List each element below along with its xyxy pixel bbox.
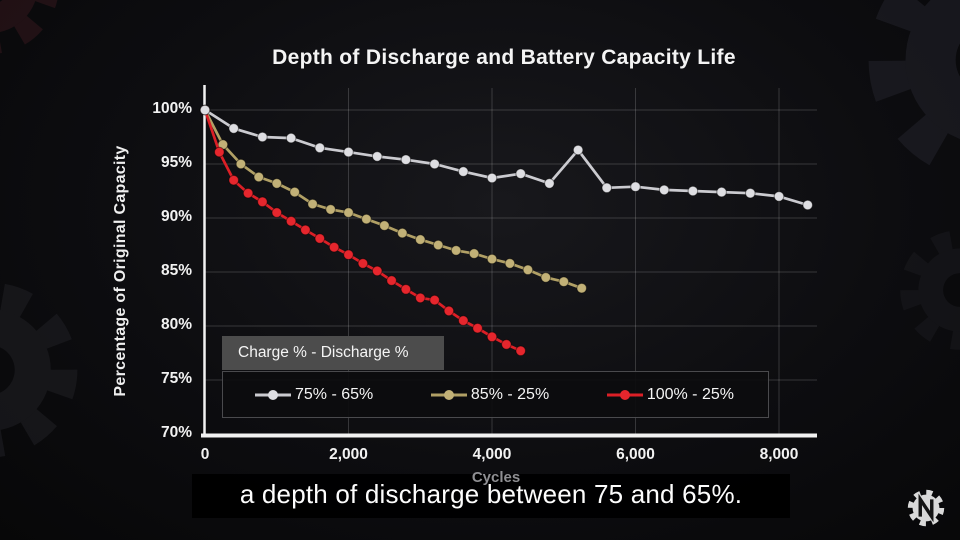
data-point-marker	[397, 227, 408, 239]
data-point-marker	[458, 166, 469, 177]
y-tick-label: 90%	[160, 208, 192, 225]
data-point-marker	[558, 276, 570, 288]
y-tick-label: 70%	[160, 424, 192, 441]
data-point-marker	[289, 186, 301, 198]
data-point-marker	[371, 151, 383, 162]
y-tick-label: 100%	[152, 100, 192, 117]
data-point-marker	[515, 168, 527, 179]
y-tick-label: 85%	[160, 262, 192, 279]
data-point-marker	[371, 265, 383, 277]
data-point-marker	[415, 292, 426, 304]
data-point-marker	[443, 305, 455, 317]
data-point-marker	[242, 187, 254, 199]
data-point-marker	[343, 146, 354, 158]
data-point-marker	[501, 339, 512, 350]
data-point-marker	[199, 104, 211, 116]
data-point-marker	[515, 345, 527, 357]
data-point-marker	[235, 158, 247, 170]
data-point-marker	[504, 258, 516, 269]
data-point-marker	[386, 275, 397, 286]
data-point-marker	[314, 233, 326, 244]
data-point-marker	[325, 204, 336, 215]
data-point-marker	[379, 220, 390, 231]
data-point-marker	[522, 264, 534, 276]
data-point-marker	[486, 172, 498, 184]
data-point-marker	[802, 199, 814, 211]
data-point-marker	[472, 322, 483, 334]
data-point-marker	[429, 294, 440, 306]
x-tick-label: 4,000	[472, 446, 512, 463]
data-point-marker	[601, 182, 613, 194]
data-point-marker	[257, 196, 268, 208]
data-point-marker	[361, 213, 372, 225]
legend-item: 100% - 25%	[605, 386, 734, 404]
data-point-marker	[300, 224, 311, 236]
data-point-marker	[468, 248, 480, 259]
data-point-marker	[343, 249, 354, 260]
x-tick-label: 8,000	[759, 446, 799, 463]
data-point-marker	[307, 198, 318, 210]
data-point-marker	[415, 234, 426, 245]
gear-bolt-logo-icon	[907, 489, 945, 527]
data-point-marker	[572, 144, 584, 156]
data-point-marker	[486, 253, 498, 265]
data-point-marker	[257, 131, 268, 143]
legend-swatch-icon	[255, 389, 291, 400]
x-axis-title: Cycles	[471, 469, 521, 486]
data-point-marker	[429, 158, 440, 170]
data-point-marker	[253, 171, 265, 183]
legend-item: 75% - 65%	[253, 386, 373, 404]
chart-legend: 75% - 65% 85% - 25% 100% - 25%	[222, 371, 769, 418]
data-point-marker	[716, 186, 727, 198]
data-point-marker	[285, 215, 297, 227]
data-point-marker	[285, 132, 297, 144]
data-point-marker	[343, 207, 354, 218]
series-line	[203, 108, 810, 207]
data-point-marker	[630, 181, 641, 192]
x-tick-label: 0	[200, 446, 210, 463]
data-point-marker	[450, 245, 462, 256]
data-point-marker	[486, 331, 498, 343]
data-point-marker	[214, 146, 225, 158]
data-point-marker	[400, 284, 412, 295]
y-tick-label: 75%	[160, 370, 192, 387]
data-point-marker	[540, 272, 552, 283]
data-point-marker	[400, 154, 412, 165]
legend-swatch-icon	[606, 389, 643, 400]
data-point-marker	[228, 174, 239, 186]
data-point-marker	[745, 187, 756, 199]
series-line	[203, 108, 523, 353]
data-point-marker	[576, 282, 588, 294]
data-point-marker	[773, 191, 785, 202]
subtitle-caption: a depth of discharge between 75 and 65%.	[239, 479, 743, 509]
data-point-marker	[658, 184, 670, 196]
legend-title: Charge % - Discharge %	[222, 336, 444, 370]
legend-swatch-icon	[430, 389, 467, 400]
legend-item-label: 75% - 65%	[295, 385, 374, 403]
data-point-marker	[228, 123, 239, 134]
x-tick-label: 6,000	[616, 446, 655, 463]
series-line	[203, 108, 584, 290]
data-point-marker	[687, 185, 699, 197]
data-point-marker	[357, 258, 369, 269]
legend-item-label: 85% - 25%	[470, 385, 550, 403]
data-point-marker	[458, 315, 469, 326]
y-tick-label: 80%	[160, 316, 192, 333]
data-point-marker	[271, 207, 283, 218]
data-point-marker	[544, 178, 555, 189]
chart-title: Depth of Discharge and Battery Capacity …	[272, 46, 736, 69]
data-point-marker	[432, 239, 444, 251]
data-point-marker	[314, 142, 326, 154]
legend-item: 85% - 25%	[429, 386, 549, 404]
y-tick-label: 95%	[160, 154, 192, 171]
legend-item-label: 100% - 25%	[646, 385, 734, 403]
x-tick-label: 2,000	[329, 446, 368, 463]
data-point-marker	[328, 241, 340, 253]
data-point-marker	[271, 178, 283, 189]
subtitle-caption-bar	[192, 474, 790, 518]
